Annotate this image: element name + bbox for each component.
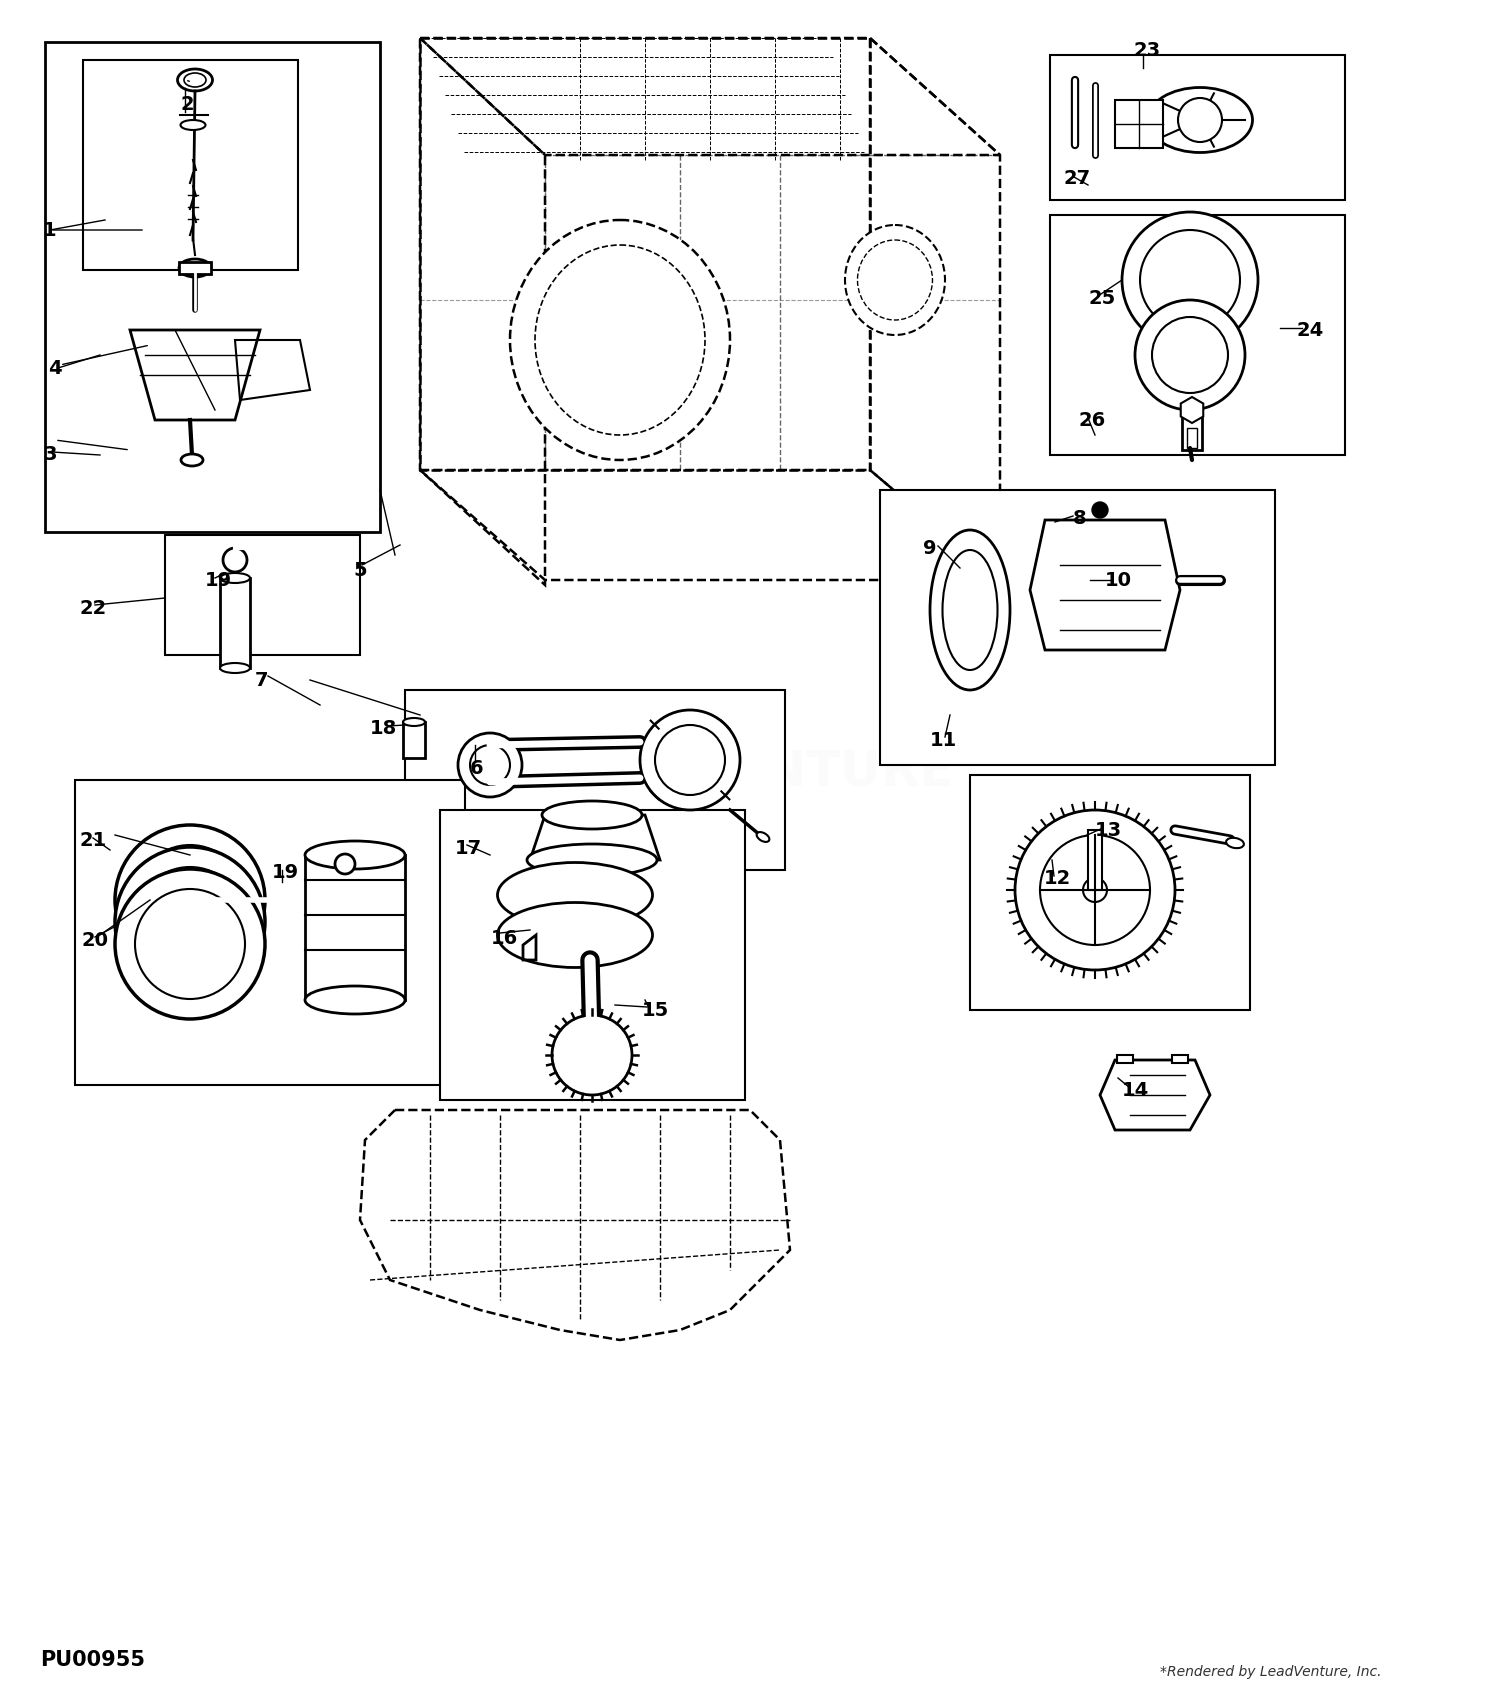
Ellipse shape bbox=[498, 863, 652, 927]
Text: 19: 19 bbox=[272, 863, 298, 881]
Ellipse shape bbox=[542, 802, 642, 829]
Text: 26: 26 bbox=[1078, 410, 1106, 429]
Text: 6: 6 bbox=[470, 758, 484, 778]
Bar bbox=[404, 722, 424, 758]
Text: 17: 17 bbox=[454, 839, 482, 858]
Circle shape bbox=[116, 870, 266, 1019]
Bar bbox=[440, 810, 746, 1100]
Text: 1: 1 bbox=[44, 220, 57, 239]
Ellipse shape bbox=[304, 841, 405, 870]
Text: 10: 10 bbox=[1104, 571, 1131, 590]
Bar bbox=[1186, 429, 1197, 447]
Circle shape bbox=[116, 848, 266, 997]
Ellipse shape bbox=[498, 902, 652, 968]
Text: 4: 4 bbox=[48, 359, 62, 378]
Text: 24: 24 bbox=[1296, 320, 1323, 339]
Text: 11: 11 bbox=[930, 731, 957, 749]
Bar bbox=[178, 263, 212, 275]
Bar bbox=[1118, 1054, 1132, 1063]
Text: 27: 27 bbox=[1064, 168, 1090, 188]
Circle shape bbox=[135, 868, 244, 976]
Text: 13: 13 bbox=[1095, 820, 1122, 839]
Text: 23: 23 bbox=[1134, 41, 1161, 59]
Circle shape bbox=[640, 710, 740, 810]
Text: 2: 2 bbox=[180, 95, 194, 115]
Bar bbox=[1172, 1054, 1188, 1063]
Circle shape bbox=[458, 732, 522, 797]
Text: 14: 14 bbox=[1122, 1080, 1149, 1100]
Bar bbox=[1088, 831, 1102, 890]
Bar bbox=[1182, 415, 1202, 449]
Ellipse shape bbox=[756, 832, 770, 842]
Ellipse shape bbox=[220, 663, 251, 673]
Ellipse shape bbox=[526, 844, 657, 876]
Ellipse shape bbox=[858, 241, 933, 320]
Bar bbox=[165, 536, 360, 654]
Ellipse shape bbox=[942, 549, 998, 670]
Text: 3: 3 bbox=[44, 446, 57, 464]
Text: 12: 12 bbox=[1044, 868, 1071, 888]
Circle shape bbox=[656, 725, 724, 795]
Text: 7: 7 bbox=[255, 671, 268, 690]
Ellipse shape bbox=[220, 573, 251, 583]
Ellipse shape bbox=[180, 120, 206, 131]
Circle shape bbox=[1152, 317, 1228, 393]
Bar bbox=[1050, 54, 1346, 200]
Ellipse shape bbox=[844, 225, 945, 336]
Bar bbox=[970, 775, 1250, 1010]
Circle shape bbox=[1016, 810, 1174, 970]
Circle shape bbox=[1092, 502, 1108, 519]
Text: 22: 22 bbox=[80, 598, 106, 617]
Circle shape bbox=[1136, 300, 1245, 410]
Bar bbox=[880, 490, 1275, 764]
Circle shape bbox=[1140, 231, 1240, 331]
Bar bbox=[45, 42, 380, 532]
Ellipse shape bbox=[182, 454, 203, 466]
Text: 18: 18 bbox=[369, 719, 396, 737]
Text: 16: 16 bbox=[490, 929, 517, 948]
Circle shape bbox=[135, 888, 244, 998]
Circle shape bbox=[224, 547, 248, 571]
Circle shape bbox=[1178, 98, 1222, 142]
Bar bbox=[75, 780, 465, 1085]
Ellipse shape bbox=[404, 719, 424, 725]
Ellipse shape bbox=[536, 246, 705, 436]
Ellipse shape bbox=[184, 73, 206, 86]
Text: 9: 9 bbox=[922, 539, 936, 558]
Circle shape bbox=[470, 746, 510, 785]
Text: 25: 25 bbox=[1089, 288, 1116, 307]
Text: PU00955: PU00955 bbox=[40, 1649, 146, 1670]
Ellipse shape bbox=[1148, 88, 1252, 153]
Text: LEADVENTURE: LEADVENTURE bbox=[546, 747, 954, 795]
Text: 19: 19 bbox=[204, 571, 231, 590]
Bar bbox=[1050, 215, 1346, 454]
Text: *Rendered by LeadVenture, Inc.: *Rendered by LeadVenture, Inc. bbox=[1160, 1664, 1382, 1680]
Ellipse shape bbox=[1226, 837, 1244, 848]
Circle shape bbox=[334, 854, 356, 875]
Bar bbox=[220, 578, 251, 668]
Ellipse shape bbox=[177, 69, 213, 92]
Text: 8: 8 bbox=[1072, 508, 1088, 527]
Ellipse shape bbox=[930, 531, 1010, 690]
Bar bbox=[82, 59, 298, 270]
Bar bbox=[1114, 100, 1162, 147]
Text: 21: 21 bbox=[80, 831, 106, 849]
Ellipse shape bbox=[510, 220, 730, 459]
Circle shape bbox=[552, 1015, 632, 1095]
Text: 15: 15 bbox=[642, 1000, 669, 1019]
Circle shape bbox=[116, 825, 266, 975]
Bar bbox=[405, 690, 784, 870]
Text: 5: 5 bbox=[352, 561, 368, 580]
Circle shape bbox=[135, 846, 244, 954]
Ellipse shape bbox=[304, 986, 405, 1014]
Circle shape bbox=[1083, 878, 1107, 902]
Bar bbox=[304, 854, 405, 1000]
Circle shape bbox=[1122, 212, 1258, 347]
Ellipse shape bbox=[178, 259, 212, 276]
Circle shape bbox=[1040, 836, 1150, 946]
Text: 20: 20 bbox=[81, 931, 108, 949]
